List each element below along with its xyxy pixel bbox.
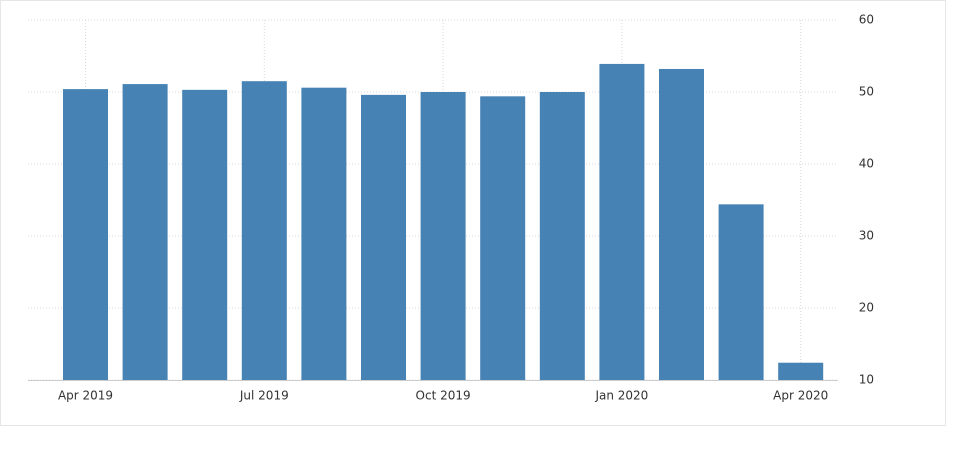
x-tick-label: Oct 2019 (416, 389, 471, 403)
x-tick-label: Apr 2020 (773, 389, 828, 403)
bar (778, 362, 824, 380)
bar (420, 92, 466, 380)
bar (241, 81, 287, 380)
y-tick-label: 20 (859, 301, 874, 315)
bar (480, 96, 526, 380)
bar (599, 63, 645, 381)
x-tick-label: Jan 2020 (594, 389, 648, 403)
y-tick-label: 50 (859, 85, 874, 99)
bar (718, 204, 764, 380)
y-tick-label: 40 (859, 157, 874, 171)
x-tick-label: Apr 2019 (58, 389, 113, 403)
y-tick-label: 30 (859, 229, 874, 243)
x-tick-label: Jul 2019 (239, 389, 289, 403)
bar (361, 94, 406, 380)
bar (301, 87, 347, 381)
y-tick-label: 10 (859, 373, 874, 387)
bar (63, 89, 108, 381)
bar (182, 89, 228, 380)
bar (659, 68, 704, 381)
y-tick-label: 60 (859, 13, 874, 27)
bar (122, 84, 168, 380)
bar (539, 92, 585, 380)
